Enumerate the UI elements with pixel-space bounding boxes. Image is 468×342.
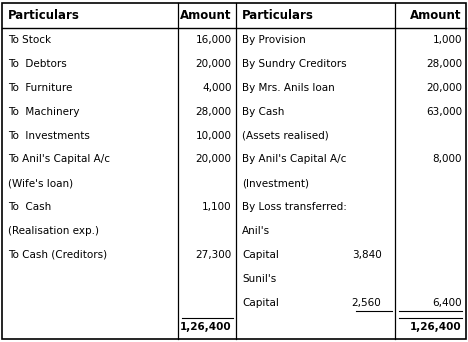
Text: By Loss transferred:: By Loss transferred:: [242, 202, 347, 212]
Text: (Realisation exp.): (Realisation exp.): [8, 226, 99, 236]
Text: 28,000: 28,000: [426, 59, 462, 69]
Text: (Investment): (Investment): [242, 178, 309, 188]
Text: Amount: Amount: [410, 9, 462, 22]
Text: Capital: Capital: [242, 250, 279, 260]
Text: Particulars: Particulars: [242, 9, 314, 22]
Text: 1,000: 1,000: [432, 35, 462, 45]
Text: 63,000: 63,000: [426, 107, 462, 117]
Text: To  Debtors: To Debtors: [8, 59, 67, 69]
Text: 8,000: 8,000: [432, 155, 462, 165]
Text: 1,26,400: 1,26,400: [180, 321, 232, 332]
Text: 20,000: 20,000: [196, 155, 232, 165]
Text: 10,000: 10,000: [196, 131, 232, 141]
Text: Particulars: Particulars: [8, 9, 80, 22]
Text: To  Investments: To Investments: [8, 131, 90, 141]
Text: 20,000: 20,000: [426, 83, 462, 93]
Text: By Anil's Capital A/c: By Anil's Capital A/c: [242, 155, 346, 165]
Text: By Cash: By Cash: [242, 107, 285, 117]
Text: 1,100: 1,100: [202, 202, 232, 212]
Text: By Mrs. Anils loan: By Mrs. Anils loan: [242, 83, 335, 93]
Text: (Wife's loan): (Wife's loan): [8, 178, 73, 188]
Text: 1,26,400: 1,26,400: [410, 321, 462, 332]
Text: 2,560: 2,560: [351, 298, 381, 308]
Text: (Assets realised): (Assets realised): [242, 131, 329, 141]
Text: 20,000: 20,000: [196, 59, 232, 69]
Text: To Cash (Creditors): To Cash (Creditors): [8, 250, 107, 260]
Text: To Stock: To Stock: [8, 35, 51, 45]
Text: 6,400: 6,400: [432, 298, 462, 308]
Text: To  Machinery: To Machinery: [8, 107, 80, 117]
Text: Anil's: Anil's: [242, 226, 270, 236]
Text: Capital: Capital: [242, 298, 279, 308]
Text: To  Furniture: To Furniture: [8, 83, 73, 93]
Text: By Sundry Creditors: By Sundry Creditors: [242, 59, 347, 69]
Text: 4,000: 4,000: [202, 83, 232, 93]
Text: 16,000: 16,000: [196, 35, 232, 45]
Text: 3,840: 3,840: [351, 250, 381, 260]
Text: 27,300: 27,300: [196, 250, 232, 260]
Text: Amount: Amount: [180, 9, 232, 22]
Text: Sunil's: Sunil's: [242, 274, 276, 284]
Text: By Provision: By Provision: [242, 35, 306, 45]
Text: To  Cash: To Cash: [8, 202, 51, 212]
Text: To Anil's Capital A/c: To Anil's Capital A/c: [8, 155, 110, 165]
Text: 28,000: 28,000: [196, 107, 232, 117]
